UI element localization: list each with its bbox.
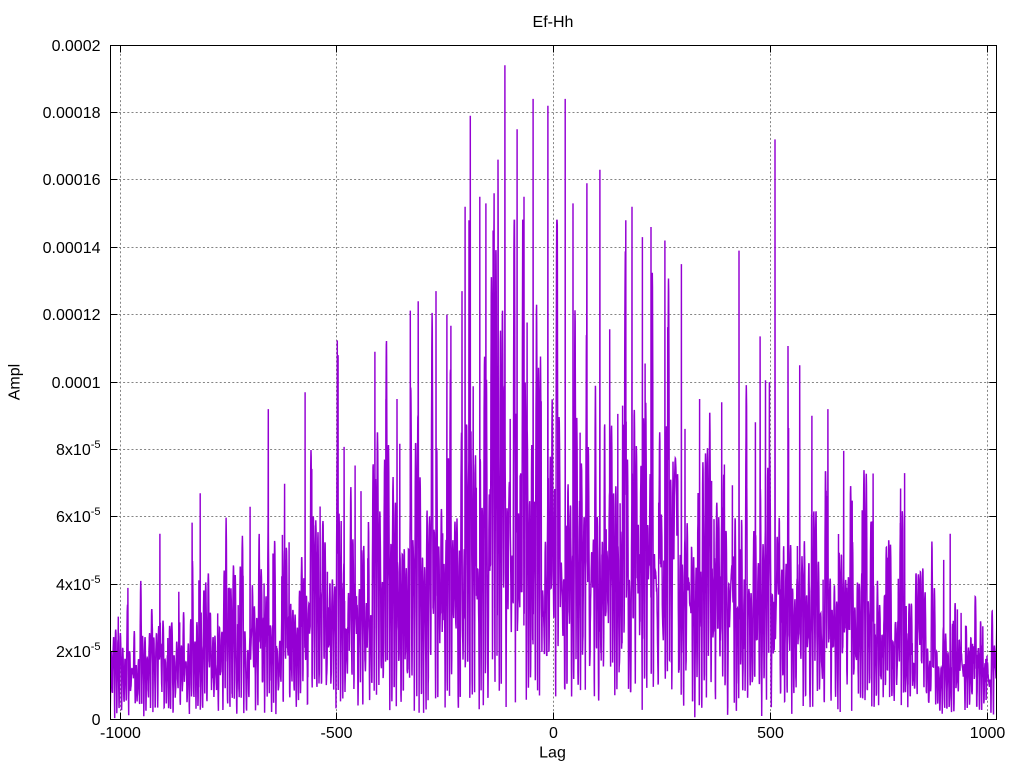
svg-text:-500: -500 bbox=[320, 725, 352, 742]
svg-text:6x10-5: 6x10-5 bbox=[56, 506, 100, 526]
svg-text:500: 500 bbox=[757, 725, 784, 742]
svg-text:0.00012: 0.00012 bbox=[43, 307, 101, 324]
svg-text:4x10-5: 4x10-5 bbox=[56, 574, 100, 594]
svg-text:0: 0 bbox=[549, 725, 558, 742]
svg-text:0.00018: 0.00018 bbox=[43, 105, 101, 122]
svg-text:1000: 1000 bbox=[970, 725, 1006, 742]
svg-text:Ef-Hh: Ef-Hh bbox=[533, 14, 574, 31]
svg-text:Lag: Lag bbox=[539, 745, 566, 762]
svg-text:0: 0 bbox=[92, 712, 101, 729]
svg-text:2x10-5: 2x10-5 bbox=[56, 641, 100, 661]
svg-text:0.0002: 0.0002 bbox=[52, 38, 101, 55]
svg-text:0.00016: 0.00016 bbox=[43, 172, 101, 189]
svg-text:0.00014: 0.00014 bbox=[43, 240, 101, 257]
svg-text:Ampl: Ampl bbox=[7, 364, 24, 400]
svg-text:0.0001: 0.0001 bbox=[52, 375, 101, 392]
svg-text:-1000: -1000 bbox=[100, 725, 141, 742]
svg-text:8x10-5: 8x10-5 bbox=[56, 439, 100, 459]
